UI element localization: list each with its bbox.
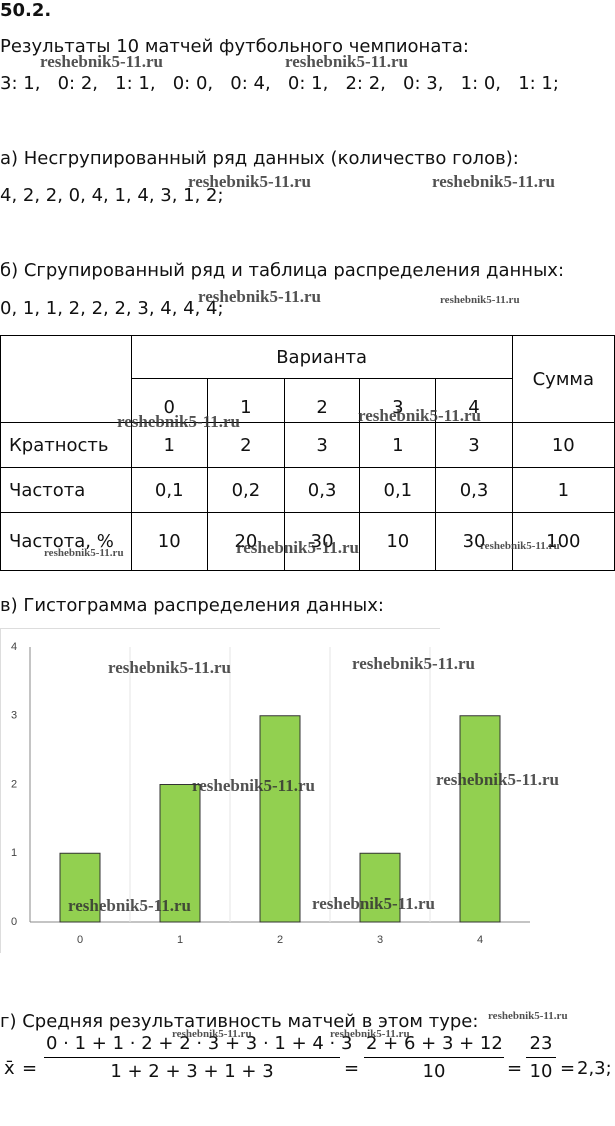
numerator: 23 bbox=[526, 1033, 556, 1058]
row: Частота, % 10 20 30 10 30 100 bbox=[0, 512, 615, 571]
cell: Частота bbox=[0, 467, 132, 513]
heading: в) Гистограмма распределения данных: bbox=[0, 595, 384, 616]
heading: г) Средняя результативность матчей в это… bbox=[0, 1011, 479, 1032]
series: 0, 1, 1, 2, 2, 2, 3, 4, 4, 4; bbox=[0, 298, 224, 319]
watermark: reshebnik5-11.ru bbox=[432, 172, 555, 191]
fraction: 0 · 1 + 1 · 2 + 2 · 3 + 3 · 1 + 4 · 3 1 +… bbox=[44, 1033, 352, 1082]
denominator: 10 bbox=[422, 1061, 446, 1082]
fraction: 2 + 6 + 3 + 12 10 bbox=[364, 1033, 504, 1082]
cell bbox=[0, 335, 132, 423]
bar bbox=[459, 715, 501, 923]
watermark: reshebnik5-11.ru bbox=[117, 412, 240, 431]
equals: = bbox=[344, 1058, 360, 1079]
cell: 0,3 bbox=[435, 467, 513, 513]
cell: 0,1 bbox=[130, 467, 208, 513]
cell: 10 bbox=[359, 512, 437, 571]
title: 50.2. bbox=[0, 0, 52, 21]
equals: = bbox=[560, 1058, 576, 1079]
result: 2,3; bbox=[577, 1058, 612, 1079]
numerator: 2 + 6 + 3 + 12 bbox=[364, 1033, 504, 1058]
cell: Кратность bbox=[0, 422, 132, 468]
heading: а) Несгрупированный ряд данных (количест… bbox=[0, 148, 519, 169]
cell: 3 bbox=[435, 422, 513, 468]
fraction: 23 10 bbox=[526, 1033, 556, 1082]
y-tick-label: 1 bbox=[11, 847, 17, 859]
row: Кратность 1 2 3 1 3 10 bbox=[0, 422, 615, 468]
watermark: reshebnik5-11.ru bbox=[285, 52, 408, 71]
cell: 1 bbox=[511, 467, 615, 513]
cell: 30 bbox=[283, 512, 361, 571]
y-tick-label: 4 bbox=[11, 641, 17, 653]
watermark: reshebnik5-11.ru bbox=[440, 294, 520, 306]
denominator: 1 + 2 + 3 + 1 + 3 bbox=[110, 1061, 274, 1082]
row: Частота 0,1 0,2 0,3 0,1 0,3 1 bbox=[0, 467, 615, 513]
table: Варианта Сумма 0 1 2 3 4 Кратность 1 2 3 1 3 10 Частот… bbox=[0, 335, 615, 571]
cell: 0 bbox=[130, 378, 208, 423]
cell: 30 bbox=[435, 512, 513, 571]
x-tick-label: 3 bbox=[377, 934, 383, 946]
watermark: reshebnik5-11.ru bbox=[188, 172, 311, 191]
cell: 10 bbox=[511, 422, 615, 468]
cell: 10 bbox=[130, 512, 208, 571]
cell: 4 bbox=[435, 378, 513, 423]
cell: 3 bbox=[359, 378, 437, 423]
formula-lhs: x̄ bbox=[4, 1058, 15, 1079]
x-tick-label: 4 bbox=[477, 934, 483, 946]
cell: 3 bbox=[283, 422, 361, 468]
bar bbox=[259, 715, 301, 923]
bar bbox=[59, 852, 101, 923]
row: Варианта Сумма bbox=[0, 335, 615, 423]
y-tick-label: 0 bbox=[11, 916, 17, 928]
y-tick-label: 3 bbox=[11, 710, 17, 722]
watermark: reshebnik5-11.ru bbox=[68, 896, 191, 915]
chart: 0 1 2 3 4 0 1 2 3 4 bbox=[0, 628, 530, 953]
series: 4, 2, 2, 0, 4, 1, 4, 3, 1, 2; bbox=[0, 185, 224, 206]
scores: 3: 1, 0: 2, 1: 1, 0: 0, 0: 4, 0: 1, 2: 2… bbox=[0, 73, 559, 94]
watermark: reshebnik5-11.ru bbox=[488, 1010, 568, 1022]
intro: Результаты 10 матчей футбольного чемпион… bbox=[0, 36, 469, 57]
x-tick-label: 2 bbox=[277, 934, 283, 946]
watermark: reshebnik5-11.ru bbox=[40, 52, 163, 71]
watermark: reshebnik5-11.ru bbox=[198, 287, 321, 306]
x-tick-label: 1 bbox=[177, 934, 183, 946]
cell: 0,3 bbox=[283, 467, 361, 513]
watermark: reshebnik5-11.ru bbox=[358, 406, 481, 425]
watermark: reshebnik5-11.ru bbox=[192, 776, 315, 795]
watermark: reshebnik5-11.ru bbox=[236, 538, 359, 557]
cell: 0,1 bbox=[359, 467, 437, 513]
cell: Сумма bbox=[511, 335, 615, 423]
watermark: reshebnik5-11.ru bbox=[172, 1028, 252, 1040]
watermark: reshebnik5-11.ru bbox=[312, 894, 435, 913]
watermark: reshebnik5-11.ru bbox=[44, 547, 124, 559]
watermark: reshebnik5-11.ru bbox=[436, 770, 559, 789]
watermark: reshebnik5-11.ru bbox=[330, 1028, 410, 1040]
watermark: reshebnik5-11.ru bbox=[108, 658, 231, 677]
x-tick-label: 0 bbox=[77, 934, 83, 946]
watermark: reshebnik5-11.ru bbox=[352, 654, 475, 673]
equals: = bbox=[507, 1058, 523, 1079]
bar bbox=[359, 852, 401, 923]
equals: = bbox=[22, 1058, 38, 1079]
bar bbox=[159, 784, 201, 923]
cell: Варианта bbox=[130, 335, 513, 379]
y-tick-label: 2 bbox=[11, 778, 17, 790]
numerator: 0 · 1 + 1 · 2 + 2 · 3 + 3 · 1 + 4 · 3 bbox=[44, 1033, 352, 1058]
cell: 20 bbox=[206, 512, 286, 571]
cell: Частота, % bbox=[0, 512, 132, 571]
cell: 2 bbox=[283, 378, 361, 423]
cell: 0,2 bbox=[206, 467, 286, 513]
denominator: 10 bbox=[529, 1061, 553, 1082]
heading: б) Сгрупированный ряд и таблица распреде… bbox=[0, 260, 565, 281]
cell: 1 bbox=[206, 378, 286, 423]
watermark: reshebnik5-11.ru bbox=[480, 540, 560, 552]
cell: 100 bbox=[511, 512, 615, 571]
cell: 1 bbox=[359, 422, 437, 468]
